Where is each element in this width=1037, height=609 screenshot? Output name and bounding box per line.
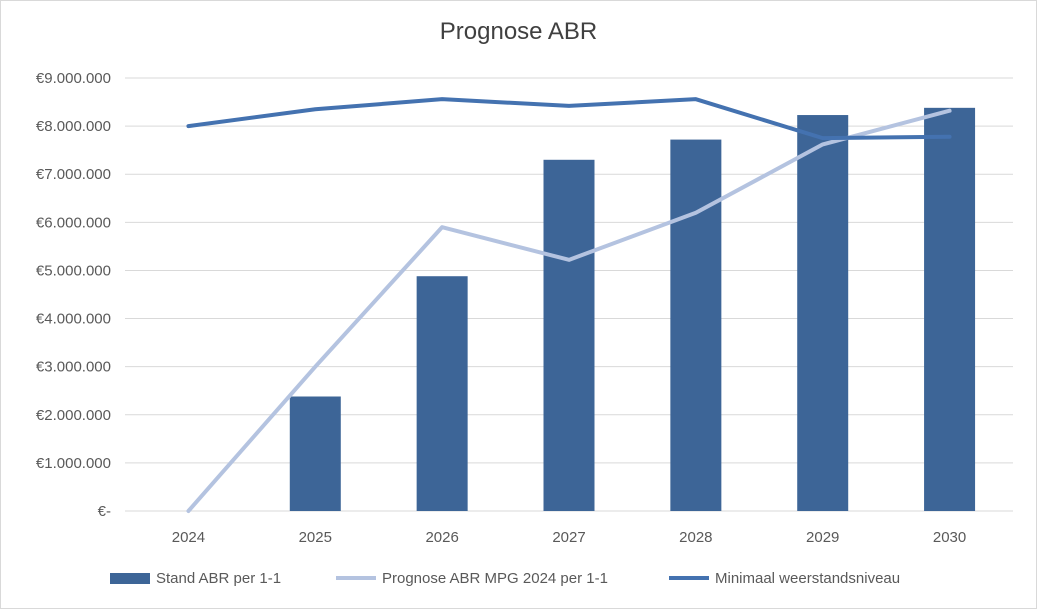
legend-label-prognose: Prognose ABR MPG 2024 per 1-1 [382,569,608,587]
y-tick-label: €5.000.000 [36,262,111,279]
bar-2028 [670,139,722,512]
x-tick-label: 2024 [172,529,205,546]
y-tick-label: €7.000.000 [36,166,111,183]
bar-2029 [797,115,849,511]
legend-label-minimaal: Minimaal weerstandsniveau [715,569,901,587]
x-tick-label: 2026 [425,529,458,546]
legend-item-prognose: Prognose ABR MPG 2024 per 1-1 [336,566,608,590]
x-tick-label: 2028 [679,529,712,546]
legend: Stand ABR per 1-1 Prognose ABR MPG 2024 … [0,566,1037,590]
series-line-1 [186,97,952,141]
chart-title: Prognose ABR [439,18,598,45]
y-tick-label: €9.000.000 [36,70,111,87]
y-tick-label: €1.000.000 [36,455,111,472]
legend-item-minimaal: Minimaal weerstandsniveau [669,566,900,590]
bars [289,107,976,512]
x-tick-label: 2025 [299,529,332,546]
y-tick-label: €4.000.000 [36,311,111,328]
legend-swatch-stand [110,572,150,584]
series-line-0 [186,108,952,513]
x-tick-label: 2027 [552,529,585,546]
bar-2030 [924,107,976,511]
bar-2027 [543,159,595,512]
x-tick-label: 2029 [806,529,839,546]
y-tick-label: €3.000.000 [36,359,111,376]
y-axis-ticks: €- €1.000.000 €2.000.000 €3.000.000 €4.000.0… [36,70,111,520]
x-tick-label: 2030 [933,529,966,546]
legend-swatch-prognose [336,576,376,580]
y-tick-label: €- [98,503,111,520]
bar-2025 [289,396,341,511]
legend-item-stand: Stand ABR per 1-1 [110,566,281,590]
legend-swatch-minimaal [669,576,709,580]
y-tick-label: €8.000.000 [36,118,111,135]
lines [186,97,952,513]
y-tick-label: €6.000.000 [36,214,111,231]
legend-label-stand: Stand ABR per 1-1 [156,569,282,587]
y-tick-label: €2.000.000 [36,407,111,424]
x-axis-ticks: 2024 2025 2026 2027 2028 2029 2030 [172,529,967,546]
bar-2026 [416,276,468,511]
